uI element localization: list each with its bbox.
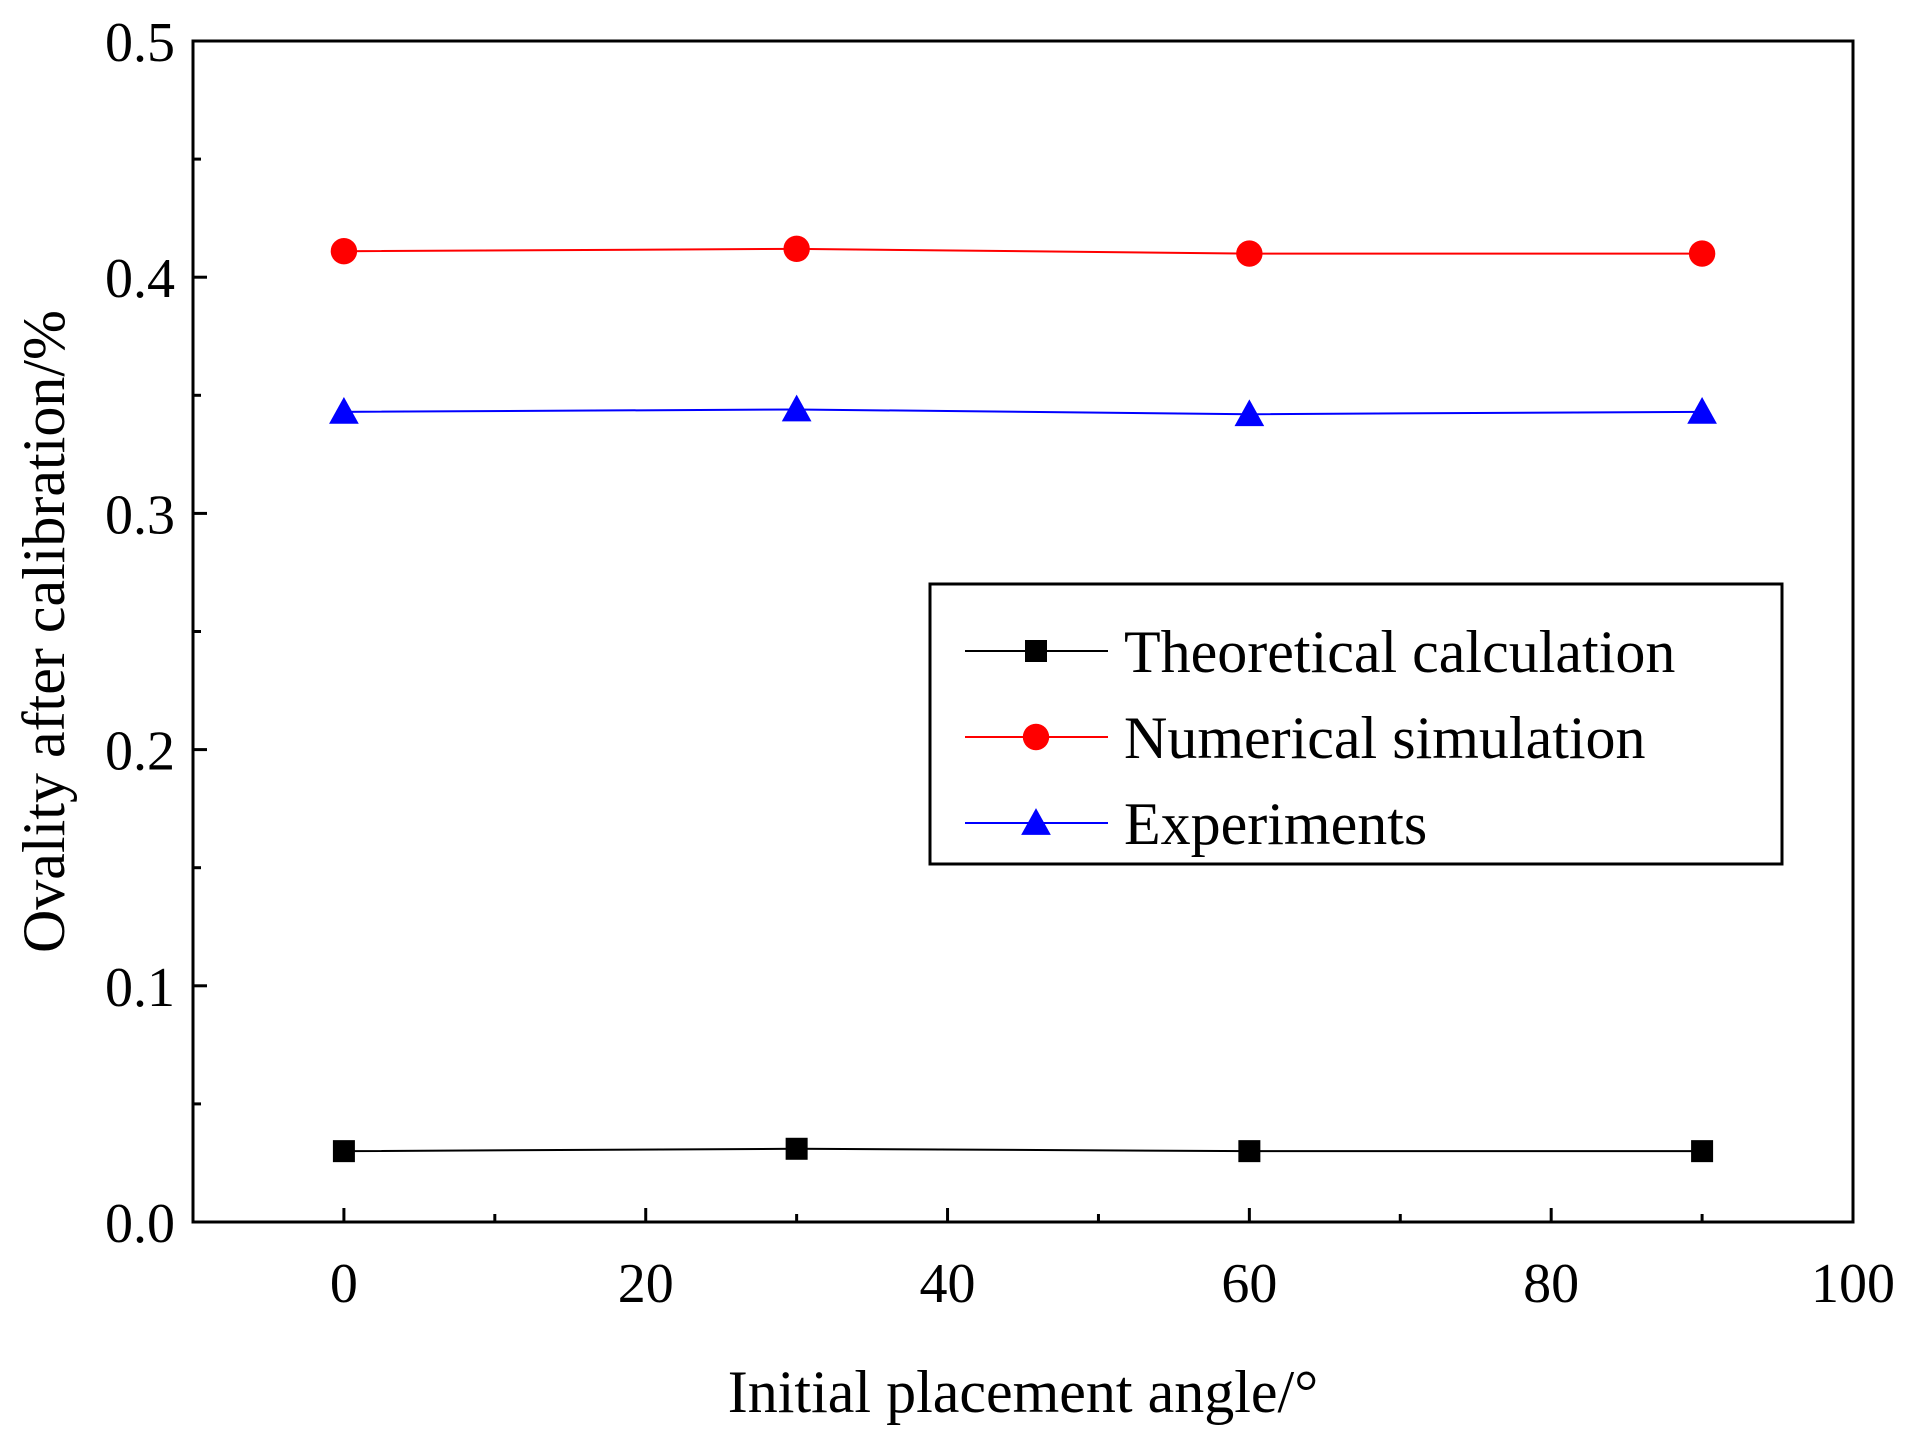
legend-item-experiments: Experiments — [965, 791, 1427, 857]
y-tick-label: 0.2 — [105, 721, 175, 783]
series-triangle — [329, 394, 1717, 427]
x-tick-label: 80 — [1523, 1253, 1579, 1315]
data-point — [332, 1140, 355, 1163]
data-point — [785, 1137, 808, 1160]
x-tick-label: 60 — [1221, 1253, 1277, 1315]
series-line — [343, 247, 1703, 255]
legend-marker — [1022, 723, 1050, 751]
series-line — [343, 408, 1703, 416]
y-tick-label: 0.5 — [105, 12, 175, 74]
x-tick-label: 100 — [1811, 1253, 1895, 1315]
x-tick-label: 0 — [330, 1253, 358, 1315]
y-tick-label: 0.1 — [105, 957, 175, 1019]
data-point — [1687, 396, 1717, 424]
series-circle — [330, 235, 1716, 267]
legend-label-numerical: Numerical simulation — [1124, 705, 1646, 771]
legend-marker — [1021, 808, 1051, 835]
data-point — [1691, 1140, 1714, 1163]
x-tick-label: 40 — [920, 1253, 976, 1315]
data-point — [329, 396, 359, 424]
data-point — [1236, 240, 1263, 267]
legend: Theoretical calculation Numerical simula… — [928, 582, 1784, 866]
legend-box — [928, 582, 1784, 866]
y-tick-label: 0.4 — [105, 248, 175, 310]
data-point — [781, 394, 812, 422]
y-axis-title: Ovality after calibration/% — [11, 310, 77, 953]
plot-area: 0 20 40 60 80 100 0.0 0.1 0.2 0.3 0.4 0.5 — [105, 12, 1895, 1315]
data-point — [1238, 1140, 1261, 1163]
series-square — [332, 1137, 1714, 1163]
data-point — [1688, 240, 1716, 267]
legend-label-theoretical: Theoretical calculation — [1124, 619, 1675, 685]
x-axis-title: Initial placement angle/° — [728, 1359, 1318, 1425]
legend-marker — [1025, 640, 1047, 662]
series-layer — [329, 235, 1717, 1163]
data-point — [1234, 399, 1265, 427]
series-line — [343, 1147, 1703, 1153]
y-tick-label: 0.3 — [105, 484, 175, 546]
x-tick-label: 20 — [618, 1253, 674, 1315]
y-tick-label: 0.0 — [105, 1193, 175, 1255]
data-point — [330, 238, 358, 265]
data-point — [783, 235, 810, 263]
legend-label-experiments: Experiments — [1124, 791, 1427, 857]
legend-item-theoretical: Theoretical calculation — [965, 619, 1675, 685]
legend-item-numerical: Numerical simulation — [965, 705, 1646, 771]
